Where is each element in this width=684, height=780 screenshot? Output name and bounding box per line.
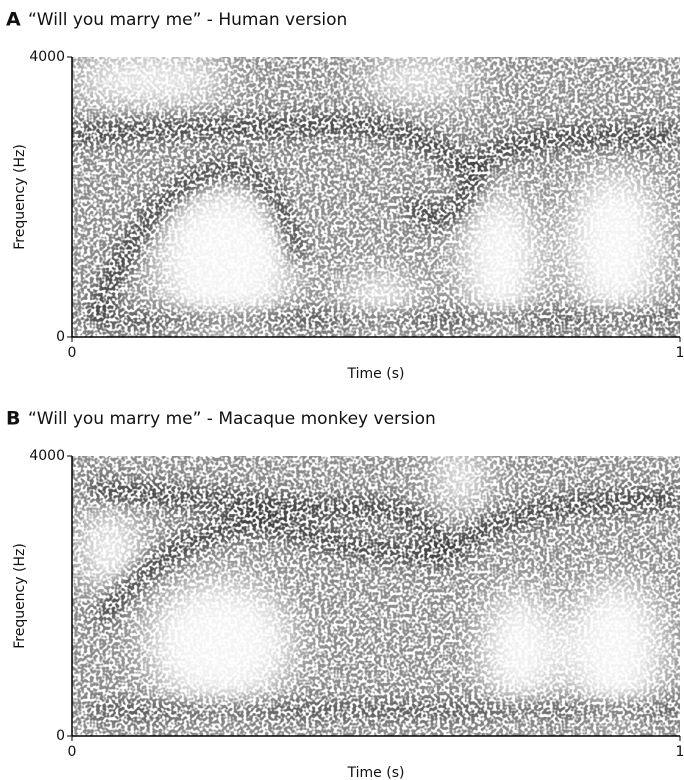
x-tick-label: 1 <box>676 744 684 760</box>
x-axis-label: Time (s) <box>347 765 405 780</box>
y-axis-label: Frequency (Hz) <box>12 543 28 649</box>
chart-title: “Will you marry me” - Human version <box>28 10 347 30</box>
x-tick-label: 0 <box>68 744 77 760</box>
y-tick-label: 0 <box>56 728 65 744</box>
x-tick-label: 1 <box>676 345 684 361</box>
panel-label: B <box>6 408 20 430</box>
y-axis-label: Frequency (Hz) <box>12 144 28 250</box>
spectrogram-a <box>72 57 680 337</box>
x-axis-label: Time (s) <box>347 366 405 382</box>
y-tick-label: 4000 <box>29 49 65 65</box>
chart-title: “Will you marry me” - Macaque monkey ver… <box>28 409 436 429</box>
panel-label: A <box>6 9 21 31</box>
y-tick-label: 0 <box>56 329 65 345</box>
spectrogram-b <box>72 456 680 736</box>
x-tick-label: 0 <box>68 345 77 361</box>
y-tick-label: 4000 <box>29 448 65 464</box>
